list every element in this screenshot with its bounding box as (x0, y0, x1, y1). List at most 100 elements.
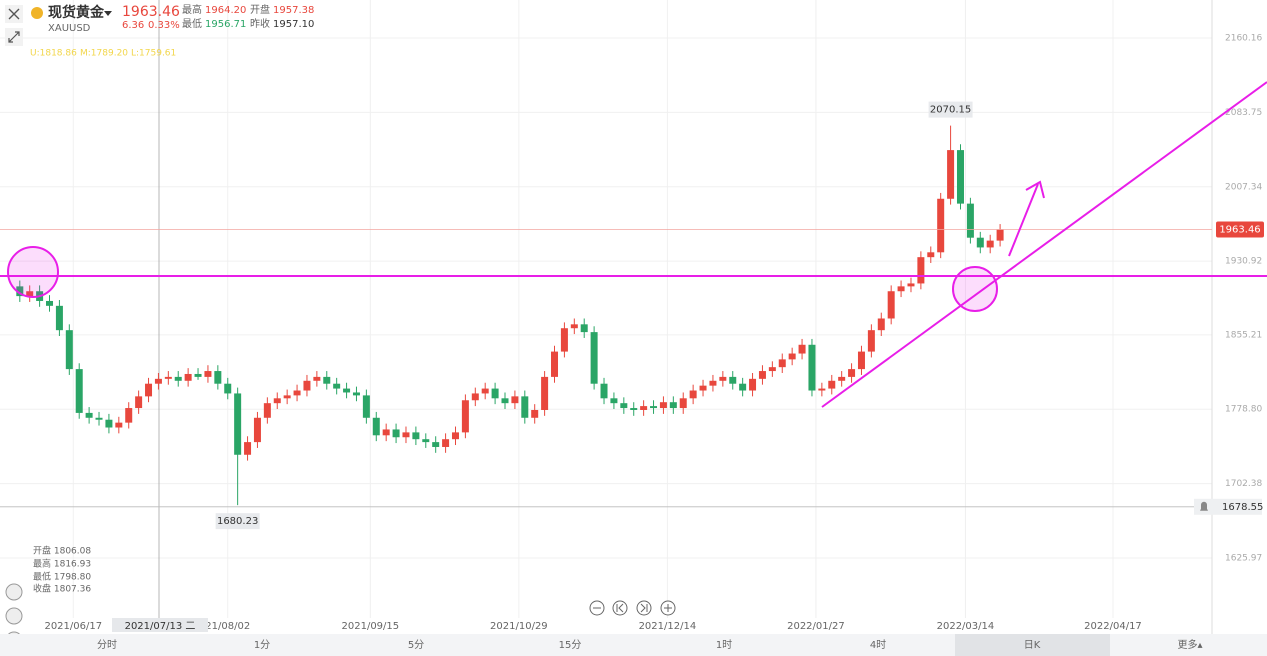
candle-body (788, 353, 796, 360)
period-tab[interactable]: 1时 (716, 639, 732, 651)
x-tick-label: 2022/01/27 (787, 621, 845, 632)
period-bar-bg (0, 634, 1267, 656)
candle-body (907, 283, 915, 287)
value: 1956.71 (205, 19, 246, 30)
y-tick-label: 2160.16 (1225, 34, 1262, 44)
candle-body (669, 402, 677, 409)
x-tick-label: 2022/03/14 (937, 621, 995, 632)
candle-body (313, 376, 321, 381)
period-selected (955, 634, 1110, 656)
ohlc-line: 开盘 1806.08 (33, 545, 91, 557)
candle-body (412, 432, 420, 440)
period-tab[interactable]: 15分 (559, 639, 582, 651)
ohlc-line: 收盘 1807.36 (33, 583, 91, 595)
candle-body (244, 442, 252, 455)
candle-body (739, 383, 747, 391)
candle-body (630, 408, 638, 410)
candle-body (877, 318, 885, 331)
tool-button[interactable] (5, 583, 23, 601)
candle-body (897, 286, 905, 292)
candle-body (570, 324, 578, 329)
x-tick-label: 2021/06/17 (44, 621, 102, 632)
indicator-value: M:1789.20 (80, 49, 128, 59)
candle-body (362, 395, 370, 418)
ohlc-line: 最高 1816.93 (33, 558, 91, 570)
change-pct: 0.33% (148, 20, 180, 31)
candle-body (521, 396, 529, 418)
candle-body (541, 376, 549, 410)
y-tick-label: 2007.34 (1225, 182, 1262, 192)
candle-body (115, 422, 123, 428)
alert-label: 1678.55 (1222, 502, 1263, 513)
value: 1957.10 (273, 19, 314, 30)
tool-button[interactable] (5, 607, 23, 625)
candle-body (46, 300, 54, 306)
candle-body (145, 383, 153, 397)
candle-body (778, 359, 786, 368)
high-label-bg (928, 101, 973, 118)
candle-body (105, 419, 113, 428)
period-tab[interactable]: 更多▴ (1177, 638, 1202, 651)
ohlc-line: 最低 1798.80 (33, 571, 91, 583)
candle-body (640, 406, 648, 410)
period-bar: 分时 1分 5分 15分 1时 4时 日K 更多▴ (0, 634, 1267, 656)
crosshair-label-bg (112, 618, 208, 632)
label: 最高 (182, 3, 202, 16)
drawn-circle (7, 246, 59, 298)
candle-body (55, 305, 63, 331)
plot-area: 2160.16 2083.75 2007.34 1930.92 1855.21 1778.… (0, 0, 1264, 634)
symbol: XAUUSD (48, 23, 91, 34)
candle-body (293, 390, 301, 396)
candle-body (234, 393, 242, 455)
candle-body (590, 332, 598, 384)
period-tab[interactable]: 5分 (408, 639, 424, 651)
bell-icon (1200, 501, 1208, 511)
candle-body (937, 198, 945, 253)
expand-button[interactable] (5, 28, 23, 46)
candle-body (402, 432, 410, 438)
instrument-name[interactable]: 现货黄金 (48, 4, 105, 21)
label: 开盘 (250, 3, 270, 16)
candle-body (471, 393, 479, 401)
candle-body (610, 398, 618, 404)
candle-body (333, 383, 341, 389)
drawn-circle (952, 266, 998, 312)
y-tick-label: 1778.80 (1225, 405, 1262, 415)
value: 1964.20 (205, 5, 246, 16)
candle-body (164, 376, 172, 379)
candle-body (531, 409, 539, 418)
candle-body (857, 351, 865, 370)
drawings (0, 81, 1267, 408)
close-button[interactable] (5, 5, 23, 23)
period-tab[interactable]: 1分 (254, 639, 270, 651)
candle-body (758, 371, 766, 379)
candle-body (194, 373, 202, 377)
period-tab[interactable]: 4时 (870, 639, 886, 651)
candle-body (511, 396, 519, 404)
dropdown-arrow[interactable] (104, 11, 112, 16)
period-tab[interactable]: 分时 (97, 639, 117, 651)
candle-body (679, 398, 687, 409)
candle-body (838, 376, 846, 381)
candle-body (996, 229, 1004, 241)
candle-body (461, 400, 469, 433)
candle-body (600, 383, 608, 399)
candle-body (729, 376, 737, 384)
x-tick-label: 2021/10/29 (490, 621, 548, 632)
candle-body (16, 286, 24, 297)
drawn-trend-line (821, 81, 1267, 408)
candle-body (887, 291, 895, 319)
change: 6.36 (122, 20, 144, 31)
indicator-value: U:1818.86 (30, 49, 77, 59)
x-tick-label: 2022/04/17 (1084, 621, 1142, 632)
drawn-arrow-head (1025, 180, 1045, 199)
y-tick-label: 1855.21 (1225, 330, 1262, 340)
period-tab[interactable]: 日K (1024, 640, 1041, 651)
candle-body (422, 439, 430, 443)
candle-body (283, 395, 291, 399)
candle-body (481, 388, 489, 394)
x-tick-label: 2021/09/15 (342, 621, 400, 632)
candle-body (204, 371, 212, 377)
candle-body (65, 330, 73, 370)
